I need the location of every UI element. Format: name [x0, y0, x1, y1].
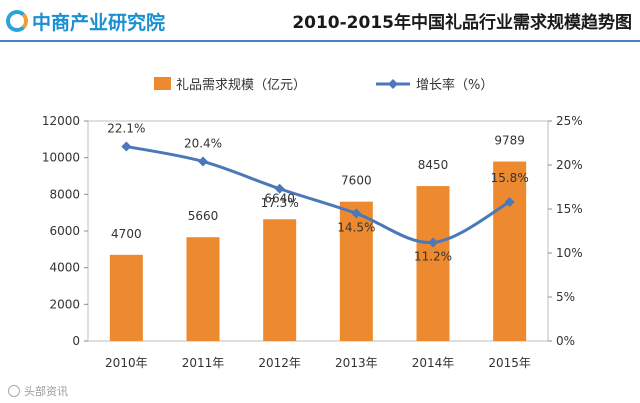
bar-data-label: 9789: [494, 134, 525, 148]
bar: [109, 254, 143, 341]
line-point: [121, 141, 132, 152]
bar: [416, 186, 450, 341]
right-axis-tick-label: 15%: [556, 202, 583, 216]
left-axis-tick-label: 2000: [49, 297, 80, 311]
line-data-label: 14.5%: [337, 220, 375, 234]
legend-line-label: 增长率（%）: [416, 77, 493, 93]
watermark: 头部资讯: [8, 383, 68, 399]
watermark-icon: [8, 385, 20, 397]
left-axis-tick-label: 12000: [42, 114, 80, 128]
right-axis-tick-label: 0%: [556, 334, 575, 348]
header: 中商产业研究院 2010-2015年中国礼品行业需求规模趋势图: [0, 0, 640, 42]
bar-data-label: 5660: [188, 209, 219, 223]
bar: [493, 161, 527, 341]
x-axis-tick-label: 2012年: [258, 356, 301, 370]
logo-icon: [6, 10, 28, 32]
plot-area: [87, 120, 549, 342]
legend-line-marker: [388, 79, 398, 89]
x-axis-tick-label: 2013年: [335, 356, 378, 370]
bar: [339, 201, 373, 341]
line-point: [198, 156, 208, 167]
line-data-label: 15.8%: [491, 171, 529, 185]
bar-data-label: 8450: [418, 158, 449, 172]
x-axis-tick-label: 2011年: [182, 356, 225, 370]
left-axis-tick-label: 6000: [49, 224, 80, 238]
x-axis-tick-label: 2010年: [105, 356, 148, 370]
bar-data-label: 7600: [341, 174, 372, 188]
line-data-label: 22.1%: [107, 122, 145, 136]
x-axis-tick-label: 2014年: [412, 356, 455, 370]
x-axis-tick-label: 2015年: [488, 356, 531, 370]
watermark-text: 头部资讯: [24, 385, 68, 398]
left-axis-tick-label: 8000: [49, 187, 80, 201]
growth-line: [126, 145, 511, 244]
line-data-label: 11.2%: [414, 249, 452, 263]
legend-bar-swatch: [154, 77, 171, 90]
legend-bar-label: 礼品需求规模（亿元）: [176, 77, 306, 93]
line-point: [351, 208, 362, 219]
right-axis-tick-label: 20%: [556, 158, 583, 172]
logo: 中商产业研究院: [6, 6, 165, 36]
right-axis-tick-label: 25%: [556, 114, 583, 128]
right-axis-tick-label: 10%: [556, 246, 583, 260]
bar: [263, 219, 297, 341]
left-axis-tick-label: 0: [72, 334, 80, 348]
line-point: [274, 183, 285, 194]
line-point: [504, 196, 515, 207]
bar-data-label: 6640: [264, 191, 295, 205]
logo-text: 中商产业研究院: [32, 11, 166, 34]
page-title: 2010-2015年中国礼品行业需求规模趋势图: [292, 13, 632, 33]
line-data-label: 20.4%: [184, 136, 222, 150]
bar-data-label: 4700: [111, 227, 142, 241]
bar: [186, 237, 220, 341]
left-axis-tick-label: 10000: [42, 151, 80, 165]
line-data-label: 17.3%: [261, 196, 299, 210]
line-point: [428, 237, 438, 248]
header-divider: [0, 40, 640, 42]
left-axis-tick-label: 4000: [49, 261, 80, 275]
right-axis-tick-label: 5%: [556, 290, 575, 304]
